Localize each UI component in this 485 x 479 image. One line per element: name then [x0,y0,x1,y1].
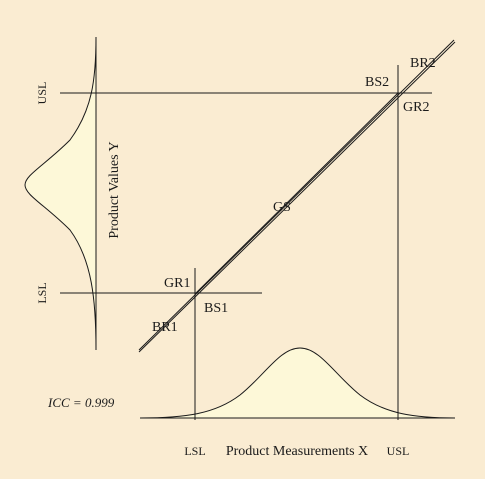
label-bs2: BS2 [365,75,389,90]
x-distribution-curve [139,347,456,419]
diagonal-inner-line [195,92,399,294]
label-gs: GS [273,200,291,215]
y-axis-title: Product Values Y [107,141,122,238]
label-gr2: GR2 [403,100,429,115]
label-br1: BR1 [152,320,178,335]
x-lsl-label: LSL [184,444,205,458]
x-axis-title: Product Measurements X [226,444,368,459]
diagonal-band-upper [138,39,455,351]
label-br2: BR2 [410,56,436,71]
y-usl-label: USL [35,82,49,105]
label-gr1: GR1 [164,276,190,291]
y-distribution-curve [24,36,97,351]
label-bs1: BS1 [204,301,228,316]
diagonal-band-lower [138,41,456,353]
x-usl-label: USL [387,444,410,458]
icc-annotation: ICC = 0.999 [47,395,115,410]
y-lsl-label: LSL [35,282,49,303]
